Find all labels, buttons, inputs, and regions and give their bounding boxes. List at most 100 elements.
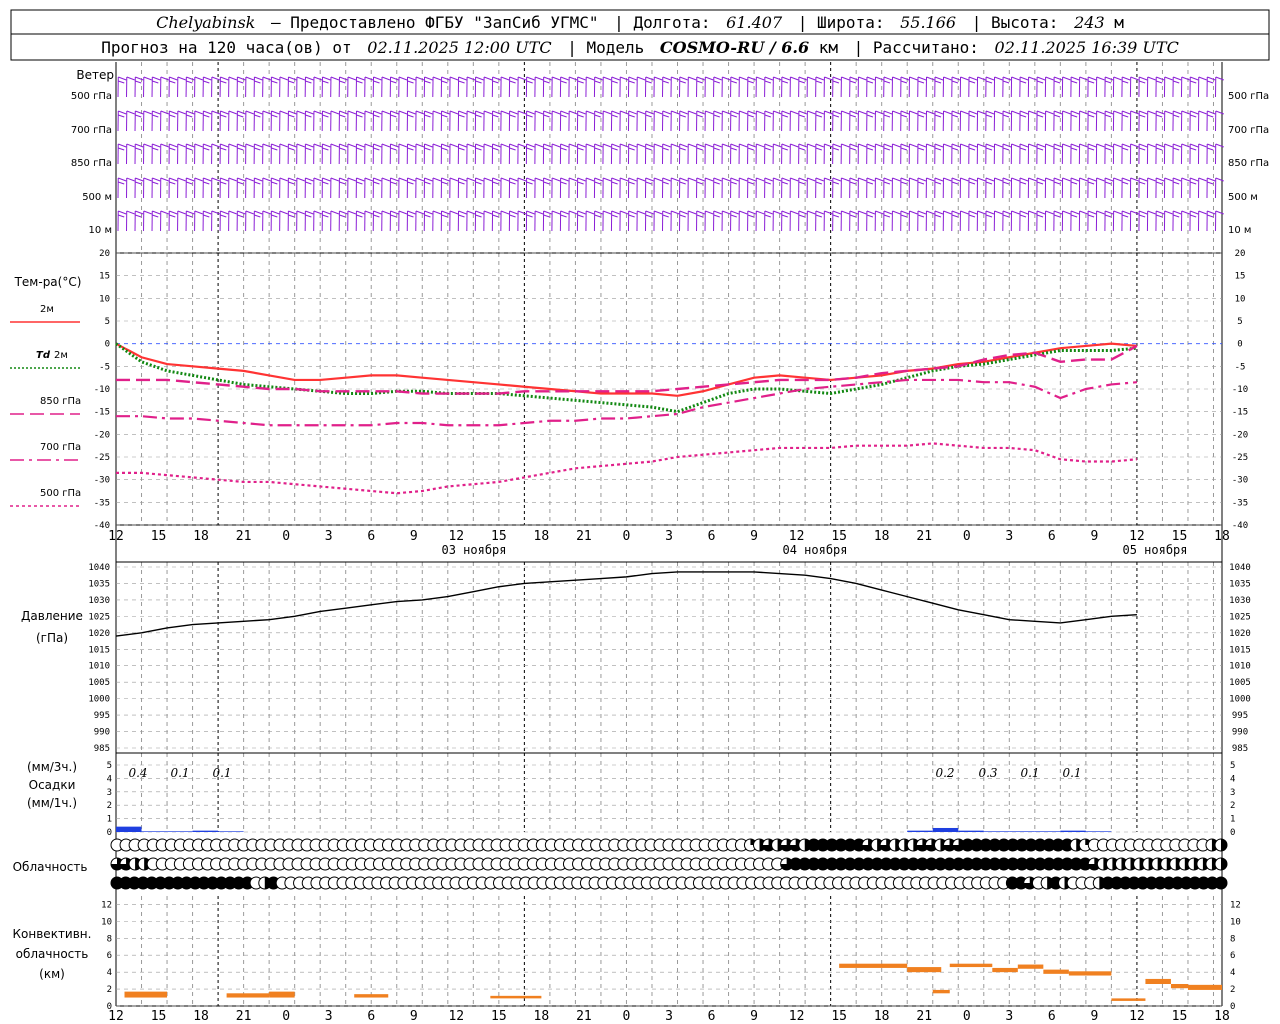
wind-barb-flag bbox=[764, 177, 773, 182]
wind-barb-flag bbox=[892, 143, 901, 148]
wind-barb-flag bbox=[764, 181, 771, 185]
wind-barb-flag bbox=[994, 143, 1003, 148]
wind-barb bbox=[134, 110, 144, 132]
wind-barb bbox=[236, 143, 246, 165]
wind-barb bbox=[1053, 143, 1063, 165]
wind-barb-flag bbox=[1130, 110, 1139, 115]
wind-barb bbox=[798, 110, 808, 132]
wind-barb-flag bbox=[1173, 210, 1182, 215]
wind-barb bbox=[934, 177, 944, 199]
wind-barb-flag bbox=[152, 147, 159, 151]
temp-series-line bbox=[116, 344, 1138, 395]
wind-barb bbox=[253, 177, 263, 199]
wind-barb-flag bbox=[866, 147, 874, 151]
wind-barb bbox=[891, 210, 901, 232]
wind-barb-flag bbox=[866, 214, 874, 218]
wind-barb-flag bbox=[526, 76, 535, 81]
wind-barb-flag bbox=[602, 210, 612, 215]
wind-barb-flag bbox=[892, 177, 901, 182]
wind-barb-flag bbox=[500, 143, 510, 148]
lat-value: 55.166 bbox=[900, 13, 956, 32]
wind-barb bbox=[738, 110, 748, 132]
temp-legend-label: 500 гПа bbox=[40, 488, 81, 499]
alt-unit: м bbox=[1114, 13, 1124, 32]
wind-barb-flag bbox=[305, 210, 314, 215]
wind-barb-flag bbox=[594, 181, 601, 185]
wind-barb-flag bbox=[994, 210, 1003, 215]
precip-total-label: 0.2 bbox=[935, 766, 954, 780]
precip-unit-top: (мм/3ч.) bbox=[27, 760, 77, 774]
wind-barb-flag bbox=[152, 214, 159, 218]
conv-bar bbox=[269, 991, 295, 998]
wind-barb-flag bbox=[696, 210, 705, 215]
wind-barb-flag bbox=[458, 177, 467, 182]
wind-barb-flag bbox=[118, 110, 127, 115]
wind-barb-flag bbox=[645, 177, 654, 182]
wind-barb-flag bbox=[424, 76, 433, 81]
wind-barb bbox=[219, 177, 229, 199]
wind-barb-flag bbox=[254, 214, 261, 218]
conv-bar bbox=[1111, 998, 1146, 1001]
wind-level-label-left: 850 гПа bbox=[71, 158, 112, 169]
wind-barb bbox=[1163, 76, 1173, 98]
wind-barb bbox=[466, 177, 476, 199]
wind-barb-flag bbox=[373, 181, 380, 185]
wind-barb-flag bbox=[747, 143, 756, 148]
wind-barb bbox=[551, 76, 561, 98]
wind-barb bbox=[432, 110, 442, 132]
wind-barb-flag bbox=[560, 147, 567, 151]
wind-barb-flag bbox=[968, 181, 976, 185]
wind-barb-flag bbox=[203, 177, 212, 182]
wind-barb-flag bbox=[1121, 147, 1129, 151]
wind-barb-flag bbox=[381, 143, 391, 148]
wind-barb bbox=[202, 143, 212, 165]
wind-barb bbox=[976, 76, 986, 98]
wind-barb-flag bbox=[1070, 177, 1080, 182]
wind-barb-flag bbox=[313, 143, 323, 148]
wind-barb bbox=[270, 110, 280, 132]
wind-level-label-left: 700 гПа bbox=[71, 125, 112, 136]
wind-barb-flag bbox=[1190, 114, 1197, 118]
wind-barb-flag bbox=[730, 76, 740, 81]
wind-barb bbox=[279, 143, 289, 165]
wind-barb-flag bbox=[713, 76, 722, 81]
precip-y-tick-left: 2 bbox=[107, 801, 112, 811]
wind-barb bbox=[279, 177, 289, 199]
wind-barb bbox=[1095, 76, 1105, 98]
wind-barb bbox=[747, 110, 757, 132]
pressure-y-tick-right: 1040 bbox=[1229, 563, 1251, 573]
wind-barb-flag bbox=[492, 76, 501, 81]
wind-barb-flag bbox=[696, 147, 703, 151]
wind-barb bbox=[228, 143, 237, 165]
wind-barb bbox=[1163, 110, 1173, 132]
wind-barb bbox=[1087, 110, 1097, 132]
wind-barb bbox=[1138, 143, 1148, 165]
wind-barb bbox=[696, 210, 705, 232]
wind-barb bbox=[1172, 143, 1182, 165]
wind-barb bbox=[687, 143, 697, 165]
wind-barb-flag bbox=[1104, 210, 1114, 215]
wind-barb bbox=[730, 76, 740, 98]
wind-barb-flag bbox=[577, 76, 586, 81]
wind-level-label-left: 10 м bbox=[89, 225, 112, 236]
wind-barb-flag bbox=[1070, 210, 1080, 215]
wind-barb-flag bbox=[824, 177, 833, 182]
wind-barb-flag bbox=[152, 110, 161, 115]
wind-barb-flag bbox=[1036, 76, 1046, 81]
wind-barb bbox=[313, 177, 323, 199]
wind-barb bbox=[593, 210, 603, 232]
wind-barb bbox=[585, 210, 595, 232]
wind-barb-flag bbox=[815, 80, 823, 84]
wind-barb-flag bbox=[186, 114, 193, 118]
wind-barb-flag bbox=[118, 76, 127, 81]
wind-barb bbox=[883, 110, 893, 132]
wind-barb-flag bbox=[543, 177, 552, 182]
wind-barb-flag bbox=[135, 210, 144, 215]
precip-bar bbox=[218, 831, 244, 832]
wind-barb bbox=[670, 210, 680, 232]
wind-barb-flag bbox=[373, 147, 380, 151]
wind-barb bbox=[1189, 210, 1199, 232]
wind-barb-flag bbox=[1002, 210, 1012, 215]
temp-y-tick-right: -25 bbox=[1232, 453, 1248, 463]
wind-barb-flag bbox=[985, 76, 995, 81]
